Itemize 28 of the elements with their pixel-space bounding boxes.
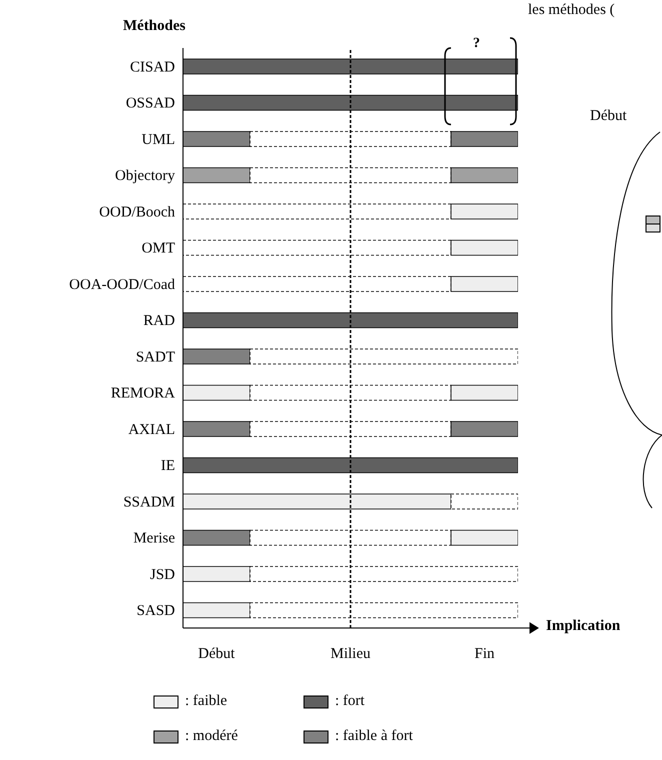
y-tick-label: UML (142, 132, 175, 148)
y-tick-label: SSADM (123, 494, 175, 510)
y-tick-label: OMT (142, 240, 175, 257)
text: les méthodes ( (528, 2, 615, 19)
y-axis-title: Méthodes (123, 18, 186, 35)
y-tick-label: AXIAL (128, 422, 175, 438)
legend-label: : fort (335, 693, 365, 710)
text: Début (198, 646, 235, 663)
y-tick-label: SADT (136, 349, 175, 366)
text: Début (590, 108, 627, 125)
annotation: ? (473, 36, 480, 52)
y-tick-label: REMORA (110, 386, 176, 402)
y-tick-label: JSD (150, 566, 176, 583)
x-axis-title: Implication (546, 618, 620, 635)
y-tick-label: IE (160, 458, 175, 474)
y-tick-label: SASD (136, 603, 176, 620)
y-tick-label: OOD/Booch (99, 204, 176, 220)
y-tick-label: OOA-OOD/Coad (69, 276, 176, 293)
text: Fin (474, 646, 495, 663)
legend-label: : faible (185, 693, 228, 710)
y-tick-label: RAD (143, 313, 176, 330)
y-tick-label: Merise (133, 530, 176, 547)
y-tick-label: OSSAD (126, 96, 176, 112)
text: Milieu (330, 646, 370, 663)
y-tick-label: CISAD (130, 59, 176, 76)
legend-label: : faible à fort (335, 728, 413, 745)
legend-label: : modéré (185, 728, 238, 745)
y-tick-label: Objectory (115, 168, 176, 184)
